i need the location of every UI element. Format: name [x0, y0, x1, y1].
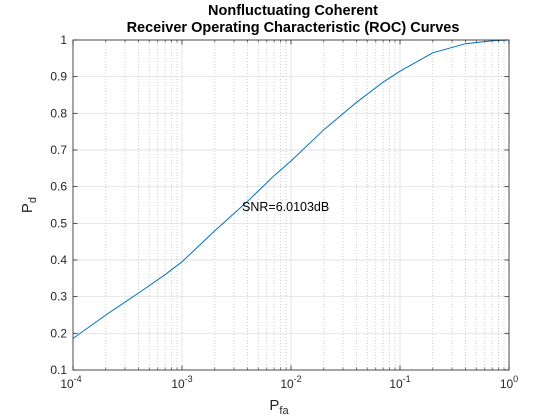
x-tick-label: 100	[500, 374, 518, 391]
y-tick-label: 0.8	[50, 106, 67, 120]
x-tick-label-exponent: -4	[74, 374, 82, 384]
chart-title-line-2: Receiver Operating Characteristic (ROC) …	[127, 20, 460, 36]
x-tick-label: 10-4	[60, 374, 81, 391]
y-tick-label: 0.9	[50, 70, 67, 84]
y-axis-label: Pd	[19, 197, 39, 213]
y-tick-label: 0.4	[50, 253, 67, 267]
series-lines	[72, 39, 510, 339]
x-axis-label-main: P	[269, 397, 279, 414]
x-tick-label: 10-1	[389, 374, 410, 391]
y-tick-label: 0.6	[50, 180, 67, 194]
y-tick-label: 0.2	[50, 326, 67, 340]
snr-annotation: SNR=6.0103dB	[242, 200, 329, 214]
x-axis-label-sub: fa	[279, 405, 289, 417]
x-axis-label: Pfa	[269, 397, 289, 417]
y-tick-label: 1	[60, 33, 67, 47]
chart-title-line-1: Nonfluctuating Coherent	[208, 3, 378, 19]
grid-lines	[72, 39, 510, 371]
x-tick-label-base: 10	[60, 377, 74, 391]
y-axis-label-main: P	[19, 203, 36, 213]
x-tick-label-base: 10	[389, 377, 403, 391]
y-tick-label: 0.1	[50, 363, 67, 377]
y-axis-label-sub: d	[27, 197, 39, 203]
x-tick-label-exponent: 0	[513, 374, 518, 384]
x-tick-label-base: 10	[171, 377, 185, 391]
x-tick-label-exponent: -3	[185, 374, 193, 384]
x-tick-label-exponent: -2	[294, 374, 302, 384]
x-tick-labels: 10-4 10-3 10-2 10-1 100	[60, 374, 518, 391]
x-tick-label: 10-3	[171, 374, 192, 391]
x-tick-label-base: 10	[500, 377, 514, 391]
tick-marks	[72, 39, 510, 371]
x-tick-label: 10-2	[280, 374, 301, 391]
y-tick-label: 0.3	[50, 290, 67, 304]
y-tick-label: 0.7	[50, 143, 67, 157]
x-tick-label-exponent: -1	[403, 374, 411, 384]
y-tick-label: 0.5	[50, 216, 67, 230]
y-tick-labels: 0.1 0.2 0.3 0.4 0.5 0.6 0.7 0.8 0.9 1	[50, 33, 67, 377]
roc-curve-line	[72, 39, 510, 339]
x-tick-label-base: 10	[280, 377, 294, 391]
